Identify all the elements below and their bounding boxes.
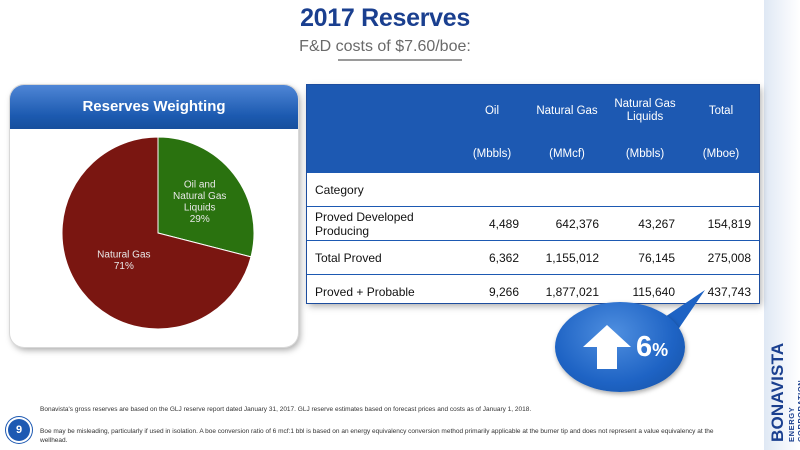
row-label: Proved Developed Producing <box>307 206 457 241</box>
sidebar-gradient <box>764 0 800 450</box>
table-header-cell <box>307 85 457 137</box>
change-percentage: 6% <box>636 330 668 367</box>
reserves-table: Oil Natural Gas Natural Gas Liquids Tota… <box>307 85 759 308</box>
table-cell: 76,145 <box>607 240 683 275</box>
row-label: Proved + Probable <box>307 274 457 308</box>
table-unit-total: (Mboe) <box>683 137 759 173</box>
table-header-natural-gas: Natural Gas <box>527 85 607 137</box>
pie-label: Natural Gas 71% <box>97 250 150 273</box>
reserves-weighting-panel: Reserves Weighting Oil and Natural Gas Liq… <box>10 85 298 347</box>
category-label: Category <box>307 172 457 207</box>
table-row: Proved Developed Producing 4,489 642,376… <box>307 206 759 241</box>
page-number: 9 <box>8 419 30 441</box>
table-cell: 1,155,012 <box>527 240 607 275</box>
table-cell: 4,489 <box>457 206 527 241</box>
up-arrow-icon <box>583 325 631 369</box>
table-cell: 115,640 <box>607 274 683 308</box>
table-unit-natural-gas: (MMcf) <box>527 137 607 173</box>
table-cell: 154,819 <box>683 206 759 241</box>
table-cell: 43,267 <box>607 206 683 241</box>
slide-subtitle: F&D costs of $7.60/boe: <box>299 38 471 55</box>
change-unit: % <box>652 340 669 360</box>
brand-tagline: ENERGY CORPORATION <box>787 379 800 442</box>
brand-logo: BONAVISTA ENERGY CORPORATION <box>768 343 800 442</box>
table-cell: 275,008 <box>683 240 759 275</box>
table-cell: 6,362 <box>457 240 527 275</box>
footnote-boe-disclaimer: Boe may be misleading, particularly if u… <box>40 428 714 444</box>
table-cell: 1,877,021 <box>527 274 607 308</box>
pie-slice-natural-gas <box>61 136 252 330</box>
pie-slice-oil-and-natural-gas-liquids <box>157 136 255 258</box>
table-category-row: Category <box>307 172 759 207</box>
table-cell: 9,266 <box>457 274 527 308</box>
table-cell <box>457 172 527 207</box>
subtitle-divider <box>338 59 462 61</box>
table-unit-cell <box>307 137 457 173</box>
table-header-oil: Oil <box>457 85 527 137</box>
table-cell <box>683 172 759 207</box>
table-units-row: (Mbbls) (MMcf) (Mbbls) (Mboe) <box>307 137 759 173</box>
table-cell <box>607 172 683 207</box>
table-row: Total Proved 6,362 1,155,012 76,145 275,… <box>307 240 759 275</box>
table-header-total: Total <box>683 85 759 137</box>
table-unit-oil: (Mbbls) <box>457 137 527 173</box>
table-header-row: Oil Natural Gas Natural Gas Liquids Tota… <box>307 85 759 137</box>
slide-title: 2017 Reserves <box>300 4 470 32</box>
row-label: Total Proved <box>307 240 457 275</box>
table-row: Proved + Probable 9,266 1,877,021 115,64… <box>307 274 759 308</box>
table-cell <box>527 172 607 207</box>
change-value: 6 <box>636 331 653 363</box>
pie-chart: Oil and Natural Gas Liquids 29% Natural Gas 7… <box>61 136 255 330</box>
reserves-table-grid: Oil Natural Gas Natural Gas Liquids Tota… <box>307 85 759 308</box>
brand-name: BONAVISTA <box>768 342 787 442</box>
panel-title: Reserves Weighting <box>10 85 298 129</box>
table-header-ngl: Natural Gas Liquids <box>607 85 683 137</box>
table-unit-ngl: (Mbbls) <box>607 137 683 173</box>
footnote-gross-reserves: Bonavista's gross reserves are based on … <box>40 406 532 413</box>
table-cell: 642,376 <box>527 206 607 241</box>
pie-label: Oil and Natural Gas Liquids 29% <box>173 179 226 225</box>
